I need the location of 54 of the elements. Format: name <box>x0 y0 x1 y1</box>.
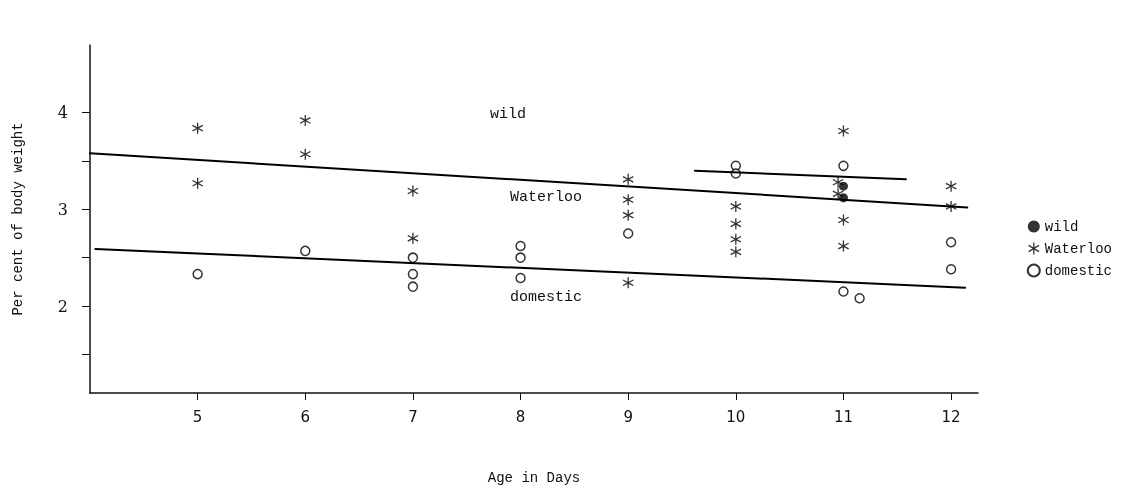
point <box>838 160 849 172</box>
point <box>622 277 634 289</box>
point <box>192 177 204 189</box>
x-axis-title: Age in Days <box>487 470 581 486</box>
point <box>945 180 957 192</box>
point <box>838 286 849 297</box>
point <box>622 228 634 239</box>
x-tick-label: 12 <box>941 407 961 426</box>
point <box>192 122 204 134</box>
x-tick-label: 9 <box>623 407 633 426</box>
y-axis-title: Per cent of body weight <box>10 122 26 316</box>
annotation: wild <box>490 106 527 123</box>
point <box>945 200 957 212</box>
x-tick-label: 8 <box>515 407 526 426</box>
point <box>299 114 311 126</box>
point <box>192 268 203 280</box>
annotation: Waterloo <box>510 189 583 206</box>
point <box>832 188 844 200</box>
point <box>837 240 849 252</box>
point <box>837 214 849 226</box>
x-tick-label: 10 <box>726 407 746 426</box>
annotation: domestic <box>510 289 583 306</box>
legend-label: domestic <box>1044 262 1113 279</box>
point <box>622 173 634 185</box>
point <box>730 233 742 245</box>
point <box>515 252 526 263</box>
point <box>945 236 957 248</box>
point <box>407 185 419 197</box>
point <box>730 246 742 258</box>
point <box>854 293 865 304</box>
point <box>407 268 419 280</box>
point <box>945 264 957 275</box>
point <box>622 209 634 221</box>
point <box>515 240 526 252</box>
x-tick-label: 7 <box>408 407 418 426</box>
legend-label: wild <box>1044 218 1079 235</box>
y-tick-label: 3 <box>57 199 68 219</box>
point <box>837 125 849 137</box>
point <box>515 272 526 284</box>
point <box>407 232 419 244</box>
x-tick-label: 5 <box>192 407 203 426</box>
point <box>730 218 742 230</box>
x-tick-label: 11 <box>833 407 853 426</box>
y-tick-label: 2 <box>57 296 68 316</box>
point <box>407 252 419 263</box>
point <box>832 176 844 188</box>
y-tick-label: 4 <box>57 103 68 123</box>
point <box>407 281 419 292</box>
x-tick-label: 6 <box>300 407 311 426</box>
point <box>300 245 311 257</box>
point <box>622 194 634 206</box>
legend-label: Waterloo <box>1044 240 1113 257</box>
point <box>299 148 311 160</box>
point <box>730 200 742 212</box>
